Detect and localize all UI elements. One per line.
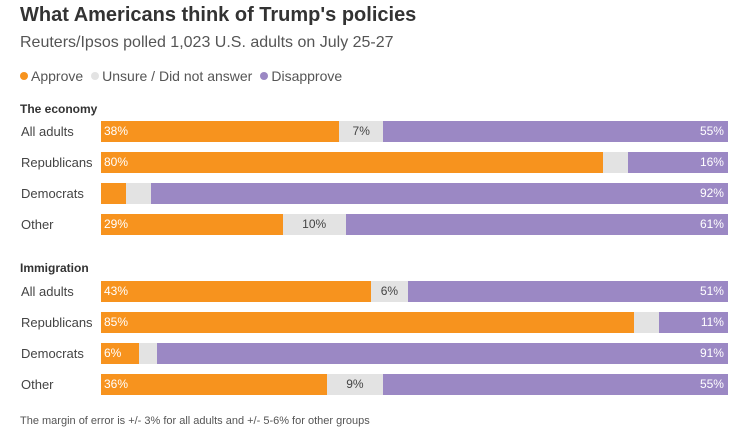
bar-segment-unsure: 7%: [339, 121, 384, 142]
bar-segment-disapprove: 55%: [383, 374, 728, 395]
legend-disapprove-label: Disapprove: [271, 68, 343, 84]
data-label: 11%: [700, 315, 724, 329]
row-label: Democrats: [21, 346, 84, 361]
row-label: All adults: [21, 124, 74, 139]
row-label: Republicans: [21, 315, 93, 330]
legend-approve-label: Approve: [31, 68, 84, 84]
bar-row: 38% 7% 55%: [101, 121, 728, 142]
bar-segment-unsure: [126, 183, 152, 204]
data-label: 61%: [699, 217, 724, 231]
data-label: 55%: [699, 377, 724, 391]
bar-row: 29% 10% 61%: [101, 214, 728, 235]
bar-segment-approve: 80%: [101, 152, 603, 173]
legend-unsure: Unsure / Did not answer: [91, 68, 252, 84]
data-label: 29%: [104, 217, 129, 231]
bar-segment-approve: 6%: [101, 343, 139, 364]
bar-segment-approve: 43%: [101, 281, 371, 302]
row-label: Other: [21, 217, 54, 232]
bar-segment-disapprove: 11%: [659, 312, 728, 333]
disapprove-dot-icon: [260, 72, 269, 80]
data-label: 10%: [302, 217, 327, 231]
data-label: 38%: [104, 124, 129, 138]
unsure-dot-icon: [91, 72, 100, 80]
bar-segment-disapprove: 16%: [627, 152, 728, 173]
approve-dot-icon: [20, 72, 28, 80]
row-label: Democrats: [21, 186, 84, 201]
bar-row: 92%: [101, 183, 728, 204]
legend: Approve Unsure / Did not answer Disappro…: [20, 68, 350, 84]
group-title-immigration: Immigration: [20, 261, 89, 275]
bar-segment-unsure: 6%: [370, 281, 409, 302]
data-label: 36%: [104, 377, 129, 391]
bar-segment-approve: 85%: [101, 312, 634, 333]
data-label: 6%: [104, 346, 122, 360]
bar-segment-unsure: 10%: [282, 214, 346, 235]
bar-segment-disapprove: 61%: [345, 214, 728, 235]
bar-segment-unsure: [138, 343, 158, 364]
data-label: 91%: [699, 346, 724, 360]
legend-approve: Approve: [20, 68, 83, 84]
legend-unsure-label: Unsure / Did not answer: [102, 68, 253, 84]
bar-segment-disapprove: 51%: [408, 281, 728, 302]
bar-row: 36% 9% 55%: [101, 374, 728, 395]
data-label: 43%: [104, 284, 129, 298]
bar-row: 85% 11%: [101, 312, 728, 333]
chart-subtitle: Reuters/Ipsos polled 1,023 U.S. adults o…: [20, 34, 394, 51]
bar-segment-disapprove: 92%: [151, 183, 728, 204]
bar-segment-unsure: [633, 312, 660, 333]
bar-segment-approve: 29%: [101, 214, 283, 235]
row-label: All adults: [21, 284, 74, 299]
bar-segment-approve: 38%: [101, 121, 340, 142]
bar-segment-unsure: 9%: [326, 374, 384, 395]
footnote: The margin of error is +/- 3% for all ad…: [20, 415, 370, 427]
bar-row: 43% 6% 51%: [101, 281, 728, 302]
data-label: 85%: [104, 315, 129, 329]
group-title-economy: The economy: [20, 102, 98, 116]
bar-segment-unsure: [602, 152, 628, 173]
bar-segment-approve: 36%: [101, 374, 327, 395]
data-label: 7%: [352, 124, 370, 138]
data-label: 92%: [699, 186, 724, 200]
data-label: 6%: [380, 284, 399, 298]
bar-row: 6% 91%: [101, 343, 728, 364]
data-label: 80%: [104, 155, 129, 169]
data-label: 55%: [699, 124, 724, 138]
data-label: 9%: [346, 377, 364, 391]
data-label: 16%: [699, 155, 724, 169]
bar-segment-approve: [101, 183, 127, 204]
data-label: 51%: [699, 284, 724, 298]
chart-title: What Americans think of Trump's policies: [20, 4, 417, 26]
legend-disapprove: Disapprove: [260, 68, 342, 84]
row-label: Republicans: [21, 155, 93, 170]
row-label: Other: [21, 377, 54, 392]
bar-segment-disapprove: 91%: [157, 343, 728, 364]
bar-row: 80% 16%: [101, 152, 728, 173]
bar-segment-disapprove: 55%: [383, 121, 728, 142]
